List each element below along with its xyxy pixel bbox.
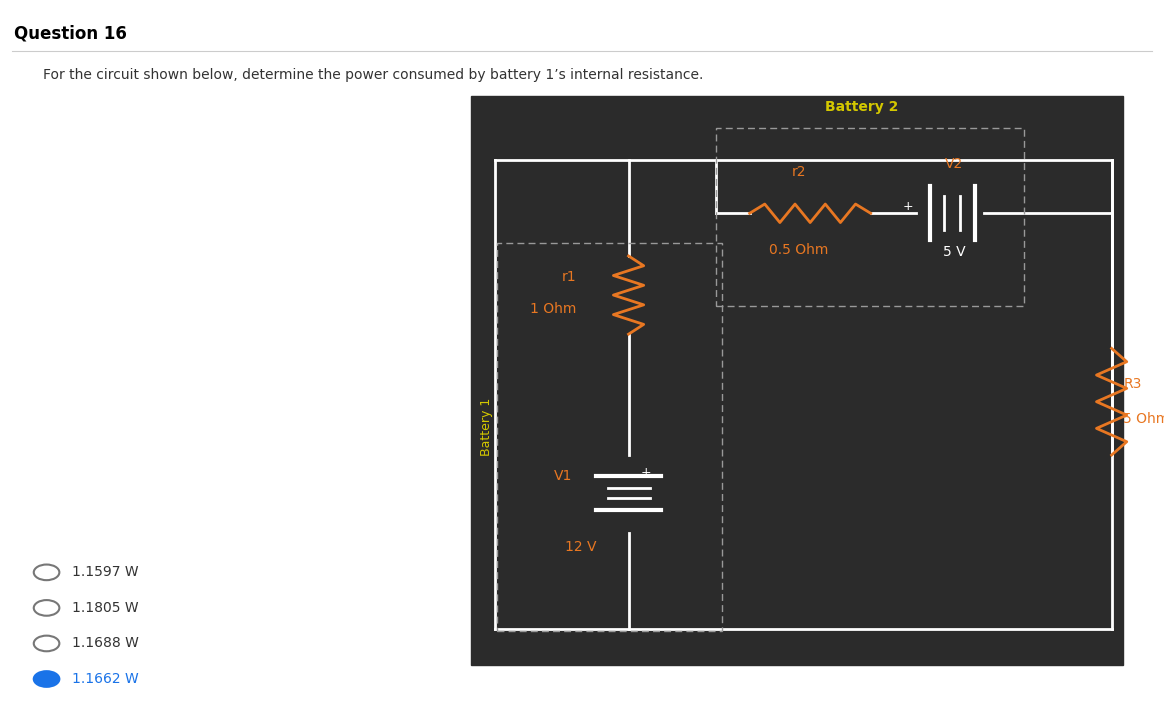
Circle shape: [34, 671, 59, 687]
Text: r1: r1: [561, 270, 576, 284]
Text: 1.1597 W: 1.1597 W: [72, 565, 139, 579]
Bar: [497, 243, 722, 631]
Text: Battery 1: Battery 1: [480, 397, 494, 456]
Text: 0.5 Ohm: 0.5 Ohm: [768, 243, 829, 257]
Text: V1: V1: [554, 469, 573, 483]
Text: +: +: [640, 466, 651, 479]
Text: 1.1662 W: 1.1662 W: [72, 672, 139, 686]
Text: For the circuit shown below, determine the power consumed by battery 1’s interna: For the circuit shown below, determine t…: [43, 68, 703, 82]
Text: Battery 2: Battery 2: [824, 100, 899, 114]
Text: V2: V2: [945, 156, 964, 171]
Text: r2: r2: [792, 165, 805, 179]
Text: 5 V: 5 V: [943, 245, 966, 260]
Text: 1.1805 W: 1.1805 W: [72, 601, 139, 615]
Text: +: +: [903, 200, 914, 213]
Text: 1 Ohm: 1 Ohm: [530, 302, 576, 316]
Text: Question 16: Question 16: [14, 25, 127, 43]
Bar: [716, 128, 1024, 306]
Text: 5 Ohms: 5 Ohms: [1123, 412, 1164, 427]
Bar: [471, 96, 1123, 665]
Text: R3: R3: [1123, 377, 1142, 391]
Text: 12 V: 12 V: [565, 540, 596, 555]
Text: 1.1688 W: 1.1688 W: [72, 636, 139, 651]
